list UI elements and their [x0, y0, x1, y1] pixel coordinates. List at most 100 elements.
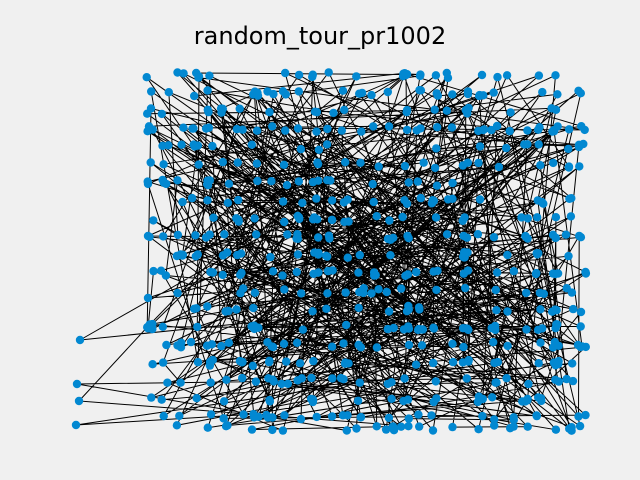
city-node — [400, 161, 410, 171]
city-node — [249, 409, 258, 419]
city-node — [326, 176, 335, 185]
city-node — [367, 289, 376, 298]
city-node — [327, 196, 337, 205]
city-node — [337, 126, 346, 135]
city-node — [489, 233, 499, 242]
city-node — [209, 213, 218, 222]
city-node — [416, 86, 426, 95]
city-node — [564, 163, 574, 172]
city-node — [402, 199, 412, 208]
city-node — [430, 163, 440, 173]
city-node — [399, 396, 408, 406]
city-node — [574, 412, 583, 421]
city-node — [432, 181, 442, 190]
city-node — [532, 411, 541, 421]
city-node — [71, 420, 81, 430]
city-node — [323, 124, 332, 134]
city-node — [193, 250, 202, 259]
city-node — [173, 176, 182, 185]
city-node — [238, 125, 247, 134]
city-node — [146, 158, 155, 167]
city-node — [400, 69, 409, 78]
city-node — [186, 337, 196, 347]
city-node — [192, 394, 201, 403]
city-node — [416, 325, 426, 334]
city-node — [411, 360, 421, 369]
city-node — [143, 323, 152, 332]
city-node — [253, 91, 263, 100]
city-node — [522, 288, 531, 298]
city-node — [568, 359, 577, 368]
city-node — [203, 180, 212, 189]
city-node — [239, 410, 248, 419]
city-node — [490, 421, 499, 430]
city-node — [564, 125, 574, 134]
city-node — [268, 267, 278, 276]
city-node — [232, 214, 241, 223]
city-node — [223, 198, 233, 207]
city-node — [532, 268, 541, 278]
city-node — [268, 122, 277, 131]
city-node — [413, 177, 422, 186]
city-node — [189, 124, 198, 133]
city-node — [505, 126, 514, 136]
city-node — [430, 105, 439, 114]
city-node — [398, 212, 407, 222]
city-node — [382, 287, 391, 297]
city-node — [283, 230, 292, 239]
city-node — [336, 373, 346, 383]
city-node — [177, 140, 186, 149]
city-node — [400, 374, 409, 383]
city-node — [369, 122, 378, 131]
city-node — [143, 231, 153, 241]
city-node — [310, 107, 320, 116]
city-node — [75, 335, 85, 345]
city-node — [463, 87, 473, 96]
city-node — [404, 178, 413, 187]
city-node — [158, 322, 167, 331]
city-node — [493, 268, 502, 277]
chart-title: random_tour_pr1002 — [193, 22, 447, 50]
city-node — [269, 377, 278, 386]
city-node — [490, 415, 499, 424]
city-node — [494, 162, 504, 172]
city-node — [306, 394, 316, 404]
city-node — [143, 109, 152, 118]
city-node — [232, 305, 241, 314]
city-node — [523, 422, 532, 431]
city-node — [327, 412, 337, 421]
city-node — [448, 339, 457, 348]
city-node — [367, 90, 376, 100]
city-node — [203, 423, 212, 432]
city-node — [264, 357, 274, 367]
city-node — [328, 374, 337, 383]
city-node — [325, 234, 334, 243]
city-node — [460, 213, 469, 222]
city-node — [534, 359, 543, 368]
city-node — [463, 266, 473, 275]
city-node — [224, 179, 234, 188]
city-node — [344, 359, 353, 368]
city-node — [158, 358, 168, 367]
city-node — [502, 71, 512, 80]
city-node — [415, 422, 424, 431]
city-node — [493, 72, 502, 82]
city-node — [277, 379, 286, 389]
city-node — [190, 142, 199, 151]
city-node — [339, 339, 348, 348]
city-node — [251, 377, 261, 386]
city-node — [323, 289, 332, 298]
city-node — [490, 358, 499, 368]
city-node — [194, 160, 203, 169]
city-node — [539, 289, 549, 298]
city-node — [278, 197, 288, 206]
city-node — [431, 213, 441, 222]
city-node — [312, 194, 321, 203]
city-node — [385, 216, 394, 225]
city-node — [564, 251, 573, 261]
city-node — [221, 422, 231, 431]
city-node — [567, 426, 576, 435]
city-node — [173, 68, 182, 77]
city-node — [234, 195, 243, 205]
city-node — [567, 288, 577, 297]
